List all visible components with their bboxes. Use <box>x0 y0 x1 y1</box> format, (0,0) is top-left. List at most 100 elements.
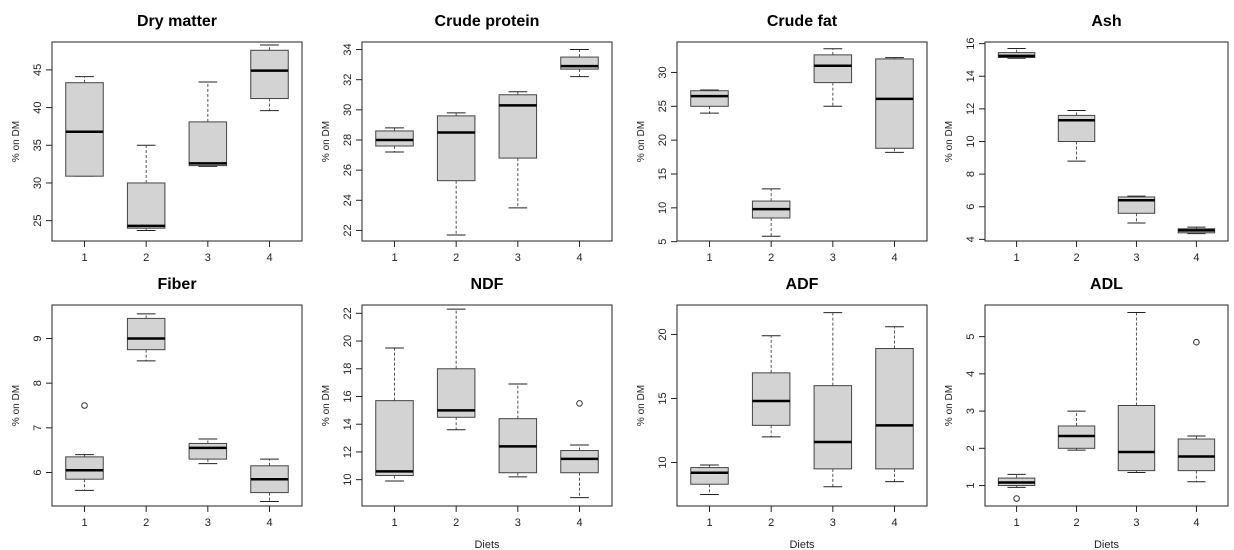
y-tick-label: 10 <box>342 474 354 486</box>
x-tick-label: 1 <box>81 517 87 529</box>
outlier-point <box>1013 495 1020 502</box>
box-4 <box>250 458 289 503</box>
box-1 <box>997 48 1036 59</box>
x-tick-label: 4 <box>1193 252 1199 264</box>
y-tick-label: 6 <box>32 469 44 475</box>
y-axis-label: % on DM <box>636 385 647 426</box>
plot-frame <box>51 41 303 242</box>
y-tick-label: 5 <box>965 334 977 340</box>
y-tick-label: 28 <box>342 134 354 146</box>
y-tick-label: 14 <box>342 418 354 430</box>
x-axis-label: Diets <box>789 539 815 550</box>
box-3 <box>813 48 853 107</box>
x-tick-label: 1 <box>706 517 712 529</box>
y-tick-label: 20 <box>657 328 669 340</box>
y-tick-label: 35 <box>32 139 44 151</box>
y-tick-label: 7 <box>32 425 44 431</box>
box-3 <box>1117 311 1156 473</box>
x-tick-label: 2 <box>143 252 149 264</box>
box-1 <box>690 464 729 495</box>
x-tick-label: 3 <box>830 517 836 529</box>
panel-title: ADL <box>1090 276 1123 293</box>
x-tick-label: 1 <box>1014 252 1020 264</box>
x-tick-label: 1 <box>391 517 397 529</box>
x-tick-label: 3 <box>205 517 211 529</box>
box-1 <box>997 473 1036 502</box>
y-tick-label: 10 <box>657 202 669 214</box>
box-4 <box>560 49 599 78</box>
y-tick-label: 18 <box>342 363 354 375</box>
iqr-box <box>126 182 166 229</box>
x-tick-label: 4 <box>891 252 897 264</box>
x-tick-label: 3 <box>830 252 836 264</box>
panel-title: Dry matter <box>137 13 217 30</box>
y-tick-label: 32 <box>342 74 354 86</box>
y-tick-label: 8 <box>32 380 44 386</box>
box-3 <box>188 438 228 465</box>
iqr-box <box>813 54 853 84</box>
y-tick-label: 4 <box>965 236 977 242</box>
box-4 <box>875 57 914 153</box>
y-tick-label: 12 <box>965 103 977 115</box>
y-tick-label: 26 <box>342 164 354 176</box>
x-axis-label: Diets <box>1094 539 1120 550</box>
y-tick-label: 5 <box>657 239 669 245</box>
x-tick-label: 1 <box>1014 517 1020 529</box>
y-tick-label: 22 <box>342 307 354 319</box>
iqr-box <box>875 58 914 149</box>
x-tick-label: 2 <box>143 517 149 529</box>
x-tick-label: 3 <box>515 517 521 529</box>
y-axis-label: % on DM <box>944 385 955 426</box>
plot-frame <box>676 304 928 507</box>
y-tick-label: 12 <box>342 446 354 458</box>
y-axis-label: % on DM <box>11 385 22 426</box>
box-2 <box>751 188 791 237</box>
panel-title: ADF <box>786 276 819 293</box>
x-tick-label: 2 <box>1073 252 1079 264</box>
iqr-box <box>690 90 729 107</box>
box-1 <box>65 402 104 491</box>
iqr-box <box>813 385 853 470</box>
y-tick-label: 10 <box>657 456 669 468</box>
panel-7: ADF 10 15 20 % on DM 1 2 3 4 Diets <box>636 276 928 550</box>
outlier-point <box>81 402 88 409</box>
box-1 <box>690 89 729 114</box>
y-tick-label: 2 <box>965 445 977 451</box>
x-tick-label: 2 <box>768 252 774 264</box>
box-3 <box>188 81 228 167</box>
box-3 <box>1117 195 1156 224</box>
y-tick-label: 24 <box>342 194 354 206</box>
box-1 <box>65 76 104 177</box>
box-3 <box>813 312 853 488</box>
x-tick-label: 4 <box>266 517 272 529</box>
panel-8: ADL 1 2 3 4 5 % on DM 1 2 3 4 Diets <box>944 276 1229 550</box>
iqr-box <box>560 450 599 474</box>
box-2 <box>751 335 791 438</box>
box-4 <box>1177 226 1216 235</box>
box-4 <box>250 44 289 112</box>
plot-frame <box>51 304 303 507</box>
x-tick-label: 3 <box>1133 517 1139 529</box>
x-tick-label: 1 <box>81 252 87 264</box>
iqr-box <box>875 348 914 470</box>
y-tick-label: 6 <box>965 204 977 210</box>
plot-frame <box>361 41 613 242</box>
x-tick-label: 2 <box>453 517 459 529</box>
panel-title: Ash <box>1091 13 1121 30</box>
box-2 <box>436 308 476 431</box>
y-tick-label: 20 <box>342 335 354 347</box>
iqr-box <box>375 400 414 477</box>
y-tick-label: 10 <box>965 135 977 147</box>
outlier-point <box>1193 338 1200 346</box>
panel-1: Dry matter 25 30 35 40 45 % on DM 1 2 3 4 <box>11 13 303 264</box>
y-tick-label: 14 <box>965 70 977 82</box>
box-3 <box>498 383 538 478</box>
iqr-box <box>65 456 104 480</box>
x-tick-label: 3 <box>515 252 521 264</box>
panel-title: NDF <box>471 276 504 293</box>
y-tick-label: 22 <box>342 224 354 236</box>
y-tick-label: 9 <box>32 335 44 341</box>
iqr-box <box>188 442 228 460</box>
y-tick-label: 34 <box>342 43 354 55</box>
